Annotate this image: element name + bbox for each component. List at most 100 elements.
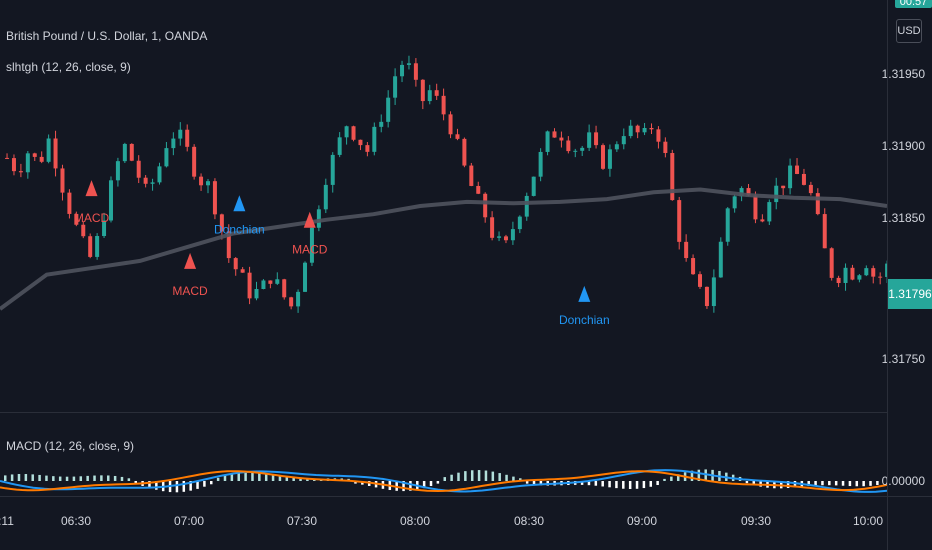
candle-body bbox=[247, 272, 252, 299]
candle-body bbox=[864, 268, 869, 276]
macd-sell-arrow-icon bbox=[184, 252, 197, 269]
macd-signal-label: MACD bbox=[74, 211, 110, 225]
price-tick: 1.31750 bbox=[881, 352, 925, 366]
macd-histogram-bar bbox=[251, 471, 254, 481]
candle-body bbox=[136, 160, 141, 178]
candle-body bbox=[289, 297, 294, 307]
candle-body bbox=[11, 158, 16, 172]
candle-body bbox=[226, 231, 231, 259]
candle-body bbox=[808, 184, 813, 194]
macd-histogram-bar bbox=[278, 475, 282, 481]
macd-histogram-bar bbox=[608, 481, 611, 488]
macd-histogram-bar bbox=[10, 474, 14, 481]
time-tick: 08:00 bbox=[399, 514, 431, 528]
macd-histogram-bar bbox=[93, 475, 96, 481]
candle-body bbox=[469, 165, 474, 186]
candle-body bbox=[753, 195, 758, 220]
macd-histogram-bar bbox=[848, 481, 852, 487]
macd-histogram-bar bbox=[223, 475, 227, 481]
candle-body bbox=[67, 192, 72, 214]
candle-body bbox=[843, 267, 848, 283]
macd-histogram-bar bbox=[182, 481, 186, 492]
candle-body bbox=[171, 138, 176, 149]
candle-body bbox=[711, 277, 716, 307]
macd-histogram-bar bbox=[814, 481, 817, 486]
candle-body bbox=[774, 185, 779, 203]
macd-histogram-bar bbox=[828, 481, 831, 486]
candle-body bbox=[815, 193, 820, 215]
macd-histogram-bar bbox=[457, 472, 460, 481]
time-tick: 09:00 bbox=[626, 514, 658, 528]
candle-body bbox=[704, 286, 709, 307]
macd-histogram-bar bbox=[113, 475, 117, 481]
indicator-legend[interactable]: slhtgh (12, 26, close, 9) bbox=[6, 60, 131, 74]
price-axis-border bbox=[887, 0, 888, 550]
macd-histogram-bar bbox=[869, 481, 872, 486]
candle-body bbox=[219, 214, 224, 232]
pane-separator[interactable] bbox=[0, 412, 887, 413]
time-tick: 09:30 bbox=[740, 514, 772, 528]
donchian-buy-arrow-icon bbox=[233, 195, 246, 212]
candle-body bbox=[60, 168, 65, 193]
macd-histogram-bar bbox=[299, 478, 302, 481]
candle-body bbox=[32, 153, 37, 157]
candle-body bbox=[393, 76, 398, 98]
macd-histogram-bar bbox=[306, 478, 309, 481]
macd-histogram-bar bbox=[587, 481, 591, 486]
macd-histogram-bar bbox=[148, 481, 151, 488]
macd-histogram-bar bbox=[52, 476, 55, 481]
candle-body bbox=[296, 291, 301, 307]
candle-body bbox=[836, 277, 841, 283]
macd-histogram-bar bbox=[649, 481, 653, 487]
candle-body bbox=[88, 236, 93, 257]
macd-histogram-bar bbox=[38, 474, 41, 481]
candle-body bbox=[871, 268, 876, 277]
candle-body bbox=[607, 149, 612, 169]
macd-histogram-bar bbox=[230, 473, 234, 481]
macd-histogram-bar bbox=[525, 481, 529, 484]
symbol-legend[interactable]: British Pound / U.S. Dollar, 1, OANDA bbox=[6, 29, 208, 43]
macd-histogram-bar bbox=[745, 481, 749, 484]
macd-histogram-bar bbox=[4, 475, 7, 481]
candle-body bbox=[885, 263, 887, 277]
macd-histogram-bar bbox=[786, 481, 790, 489]
candle-body bbox=[309, 227, 314, 263]
macd-histogram-bar bbox=[107, 475, 110, 481]
candle-body bbox=[386, 97, 391, 122]
time-axis-border bbox=[0, 496, 932, 497]
candle-body bbox=[108, 180, 113, 221]
macd-histogram-bar bbox=[834, 481, 838, 486]
candle-body bbox=[614, 144, 619, 150]
macd-histogram-bar bbox=[244, 471, 247, 481]
currency-button[interactable]: USD bbox=[896, 19, 922, 43]
macd-signal-label: MACD bbox=[172, 284, 208, 298]
candle-body bbox=[254, 289, 259, 299]
macd-histogram-bar bbox=[31, 474, 34, 481]
macd-histogram-bar bbox=[216, 477, 220, 481]
candle-body bbox=[150, 182, 155, 184]
macd-histogram-bar bbox=[491, 471, 495, 481]
price-chart[interactable]: MACDMACDDonchianMACDDonchianDonchianDonc… bbox=[0, 0, 887, 496]
candle-body bbox=[746, 188, 751, 196]
macd-histogram-bar bbox=[690, 470, 694, 481]
time-tick: 07:00 bbox=[173, 514, 205, 528]
macd-histogram-bar bbox=[876, 481, 879, 486]
time-tick: 10:00 bbox=[852, 514, 884, 528]
macd-histogram-bar bbox=[628, 481, 632, 489]
candle-body bbox=[559, 137, 564, 141]
macd-sell-arrow-icon bbox=[85, 180, 98, 197]
candle-body bbox=[621, 136, 626, 145]
macd-histogram-bar bbox=[258, 472, 261, 481]
candle-body bbox=[476, 185, 481, 194]
macd-histogram-bar bbox=[594, 481, 598, 486]
macd-histogram-bar bbox=[17, 474, 21, 481]
candle-body bbox=[143, 177, 148, 184]
candle-body bbox=[642, 127, 647, 133]
candle-body bbox=[829, 248, 834, 278]
price-tick: 1.31950 bbox=[881, 67, 925, 81]
donchian-label: Donchian bbox=[214, 222, 265, 236]
candle-body bbox=[316, 209, 321, 228]
candle-body bbox=[406, 63, 411, 65]
macd-legend[interactable]: MACD (12, 26, close, 9) bbox=[6, 439, 135, 453]
time-tick: :11 bbox=[0, 514, 14, 528]
